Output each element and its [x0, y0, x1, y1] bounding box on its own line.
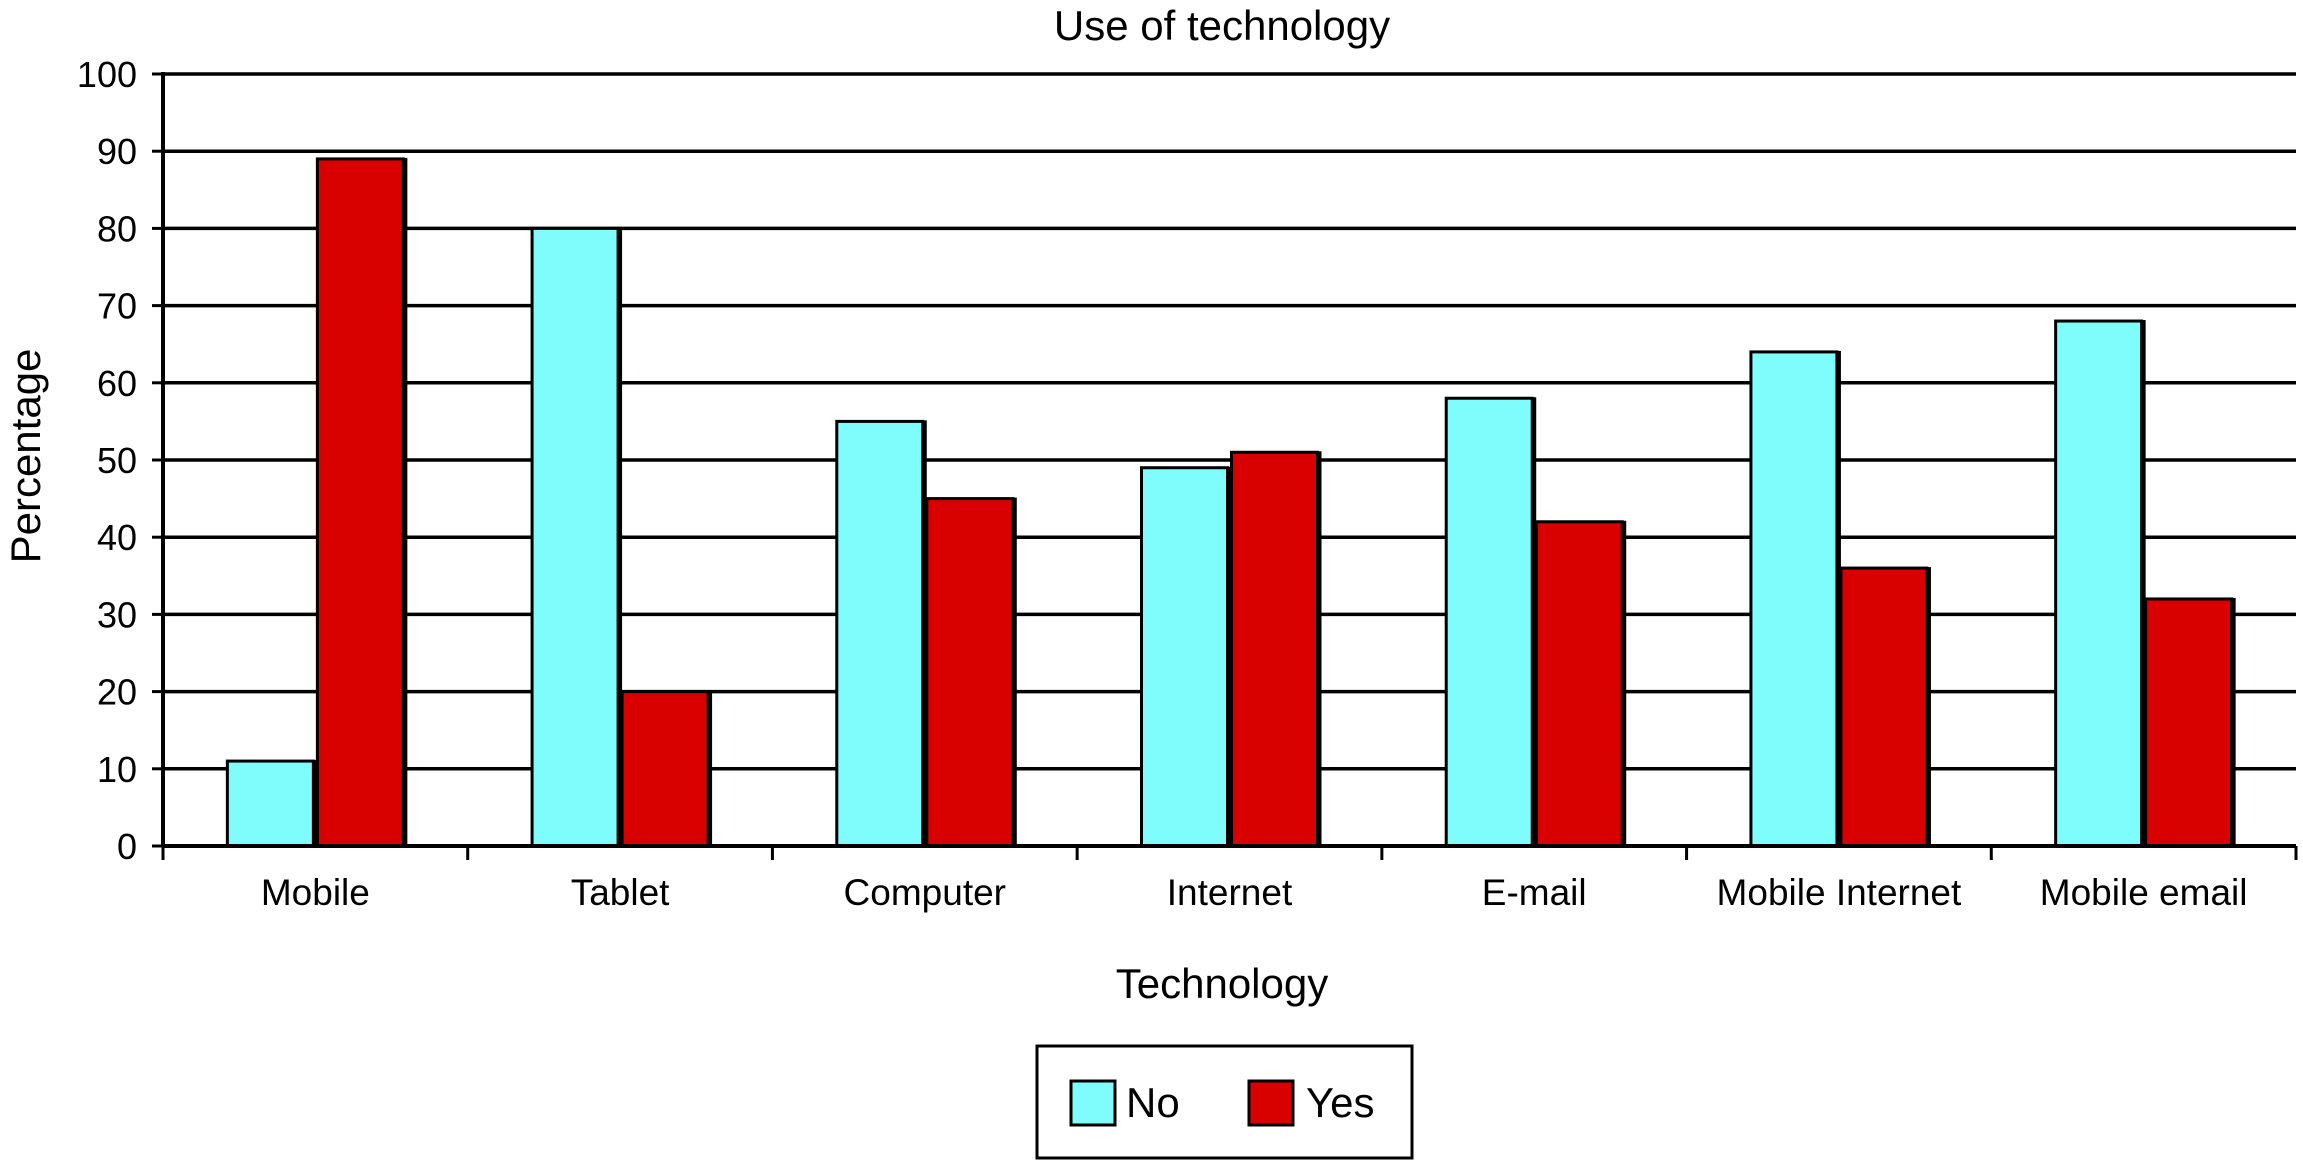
- bar: [1534, 520, 1624, 848]
- y-tick-label: 100: [77, 54, 137, 95]
- bar: [835, 419, 925, 848]
- y-tick-label: 40: [97, 517, 137, 558]
- bar: [2054, 319, 2144, 848]
- bar: [1839, 566, 1929, 848]
- x-tick-label: Mobile Internet: [1717, 872, 1962, 913]
- gridlines: [163, 72, 2296, 771]
- bar: [315, 157, 405, 848]
- chart-title: Use of technology: [1054, 2, 1390, 49]
- legend-box: [1035, 1044, 1414, 1160]
- x-tick-label: Computer: [844, 872, 1006, 913]
- bar: [1140, 466, 1229, 848]
- y-tick-label: 0: [117, 826, 137, 867]
- bar: [1749, 350, 1839, 848]
- bar: [530, 226, 620, 848]
- y-tick-label: 80: [97, 208, 137, 249]
- bar: [620, 690, 710, 848]
- y-tick-label: 60: [97, 363, 137, 404]
- y-tick-label: 50: [97, 440, 137, 481]
- x-tick-label: Internet: [1167, 872, 1293, 913]
- bar: [1444, 396, 1534, 848]
- bar: [225, 759, 315, 848]
- bars: [225, 157, 2236, 848]
- bar: [1230, 450, 1319, 848]
- bar: [2144, 597, 2234, 848]
- x-tick-label: Mobile: [261, 872, 370, 913]
- y-tick-label: 10: [97, 749, 137, 790]
- x-tick-label: Mobile email: [2040, 872, 2248, 913]
- x-axis-label: Technology: [1116, 960, 1328, 1007]
- legend-swatch: [1069, 1079, 1117, 1127]
- legend-swatch: [1247, 1079, 1295, 1127]
- y-tick-label: 70: [97, 286, 137, 327]
- y-tick-label: 90: [97, 131, 137, 172]
- axes: [152, 72, 2298, 860]
- tick-labels: 0 10 20 30 40 50 60 70 80 90 100 Mobile Tablet Comput…: [77, 54, 2248, 913]
- y-tick-label: 20: [97, 672, 137, 713]
- legend-label: Yes: [1306, 1079, 1375, 1126]
- x-tick-label: Tablet: [571, 872, 670, 913]
- legend: No Yes: [1035, 1044, 1414, 1160]
- bar: [925, 497, 1015, 848]
- legend-label: No: [1126, 1079, 1180, 1126]
- x-tick-label: E-mail: [1482, 872, 1587, 913]
- y-tick-label: 30: [97, 594, 137, 635]
- y-axis-label: Percentage: [2, 349, 49, 564]
